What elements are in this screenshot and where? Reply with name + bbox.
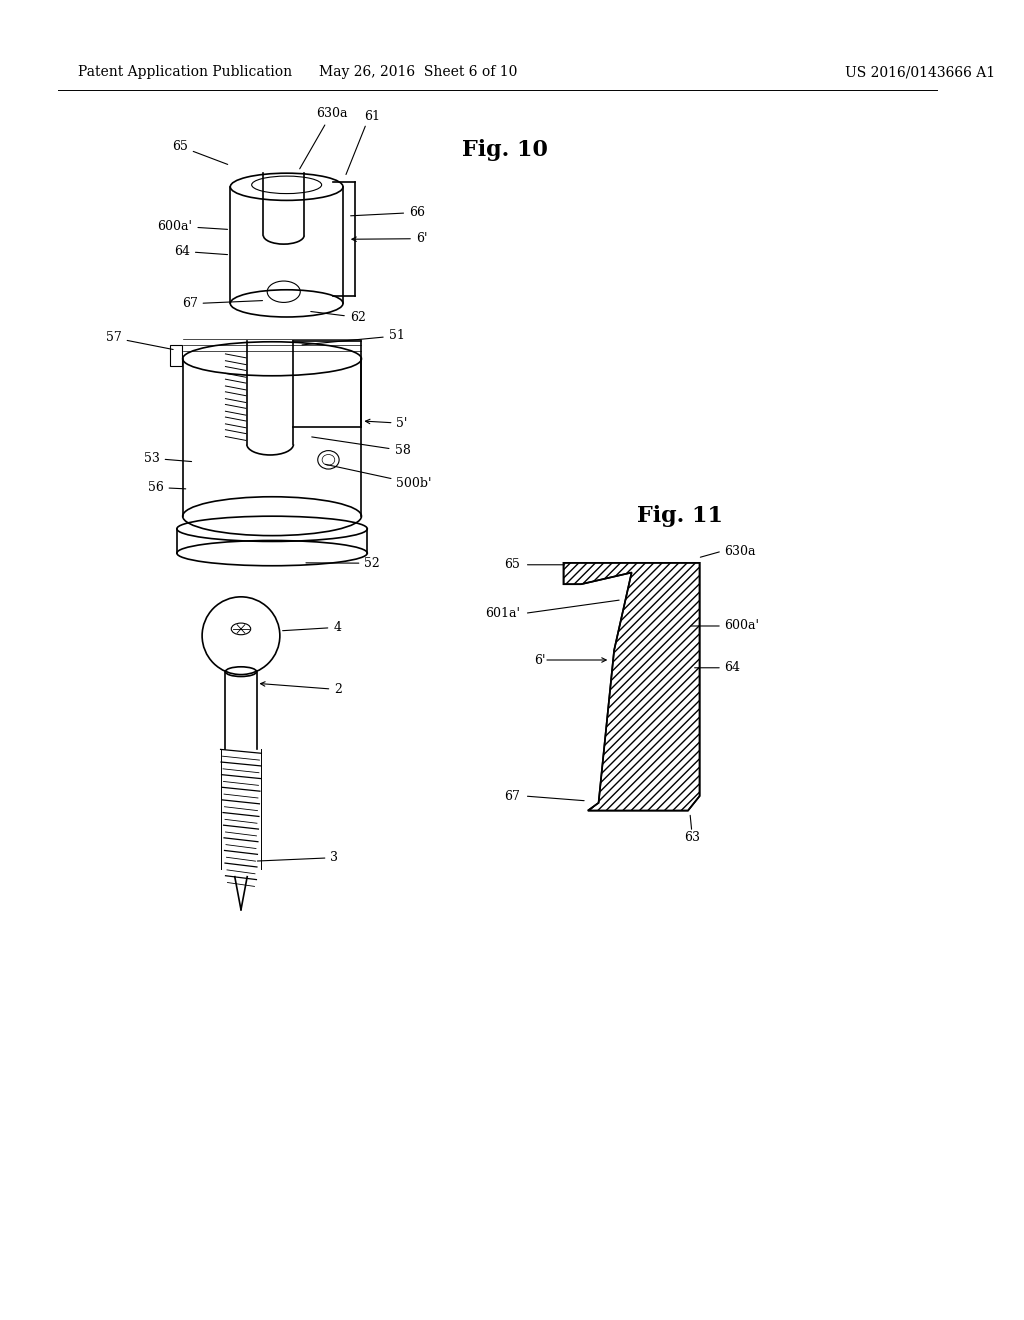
Text: 600a': 600a' xyxy=(158,219,227,232)
Text: 65: 65 xyxy=(172,140,227,165)
Text: 53: 53 xyxy=(143,451,191,465)
Text: 4: 4 xyxy=(283,620,341,634)
Text: US 2016/0143666 A1: US 2016/0143666 A1 xyxy=(846,65,995,79)
Text: 67: 67 xyxy=(181,297,262,310)
Text: May 26, 2016  Sheet 6 of 10: May 26, 2016 Sheet 6 of 10 xyxy=(318,65,517,79)
Text: 5': 5' xyxy=(366,417,408,430)
Text: 52: 52 xyxy=(306,557,380,570)
Text: Patent Application Publication: Patent Application Publication xyxy=(78,65,292,79)
Text: 66: 66 xyxy=(350,206,425,219)
Text: 630a: 630a xyxy=(300,107,347,169)
Text: 2: 2 xyxy=(260,681,342,696)
Text: 630a: 630a xyxy=(724,545,756,557)
Polygon shape xyxy=(563,562,699,810)
Text: 67: 67 xyxy=(504,789,520,803)
Text: 57: 57 xyxy=(105,331,173,350)
Text: 63: 63 xyxy=(684,832,699,845)
Text: 6': 6' xyxy=(352,232,427,246)
Text: 56: 56 xyxy=(147,480,185,494)
Text: 64: 64 xyxy=(174,244,227,257)
Text: 62: 62 xyxy=(310,312,366,323)
Text: Fig. 11: Fig. 11 xyxy=(637,506,723,527)
Bar xyxy=(170,345,181,366)
Text: 64: 64 xyxy=(724,661,740,675)
Text: 6': 6' xyxy=(535,653,546,667)
Text: 600a': 600a' xyxy=(724,619,759,632)
Text: Fig. 10: Fig. 10 xyxy=(463,139,548,161)
Text: 500b': 500b' xyxy=(326,465,432,490)
Text: 601a': 601a' xyxy=(484,607,520,620)
Text: 58: 58 xyxy=(311,437,411,457)
Text: 65: 65 xyxy=(504,558,520,572)
Text: 51: 51 xyxy=(302,330,404,345)
Text: 61: 61 xyxy=(365,111,380,123)
Text: 3: 3 xyxy=(257,851,338,865)
